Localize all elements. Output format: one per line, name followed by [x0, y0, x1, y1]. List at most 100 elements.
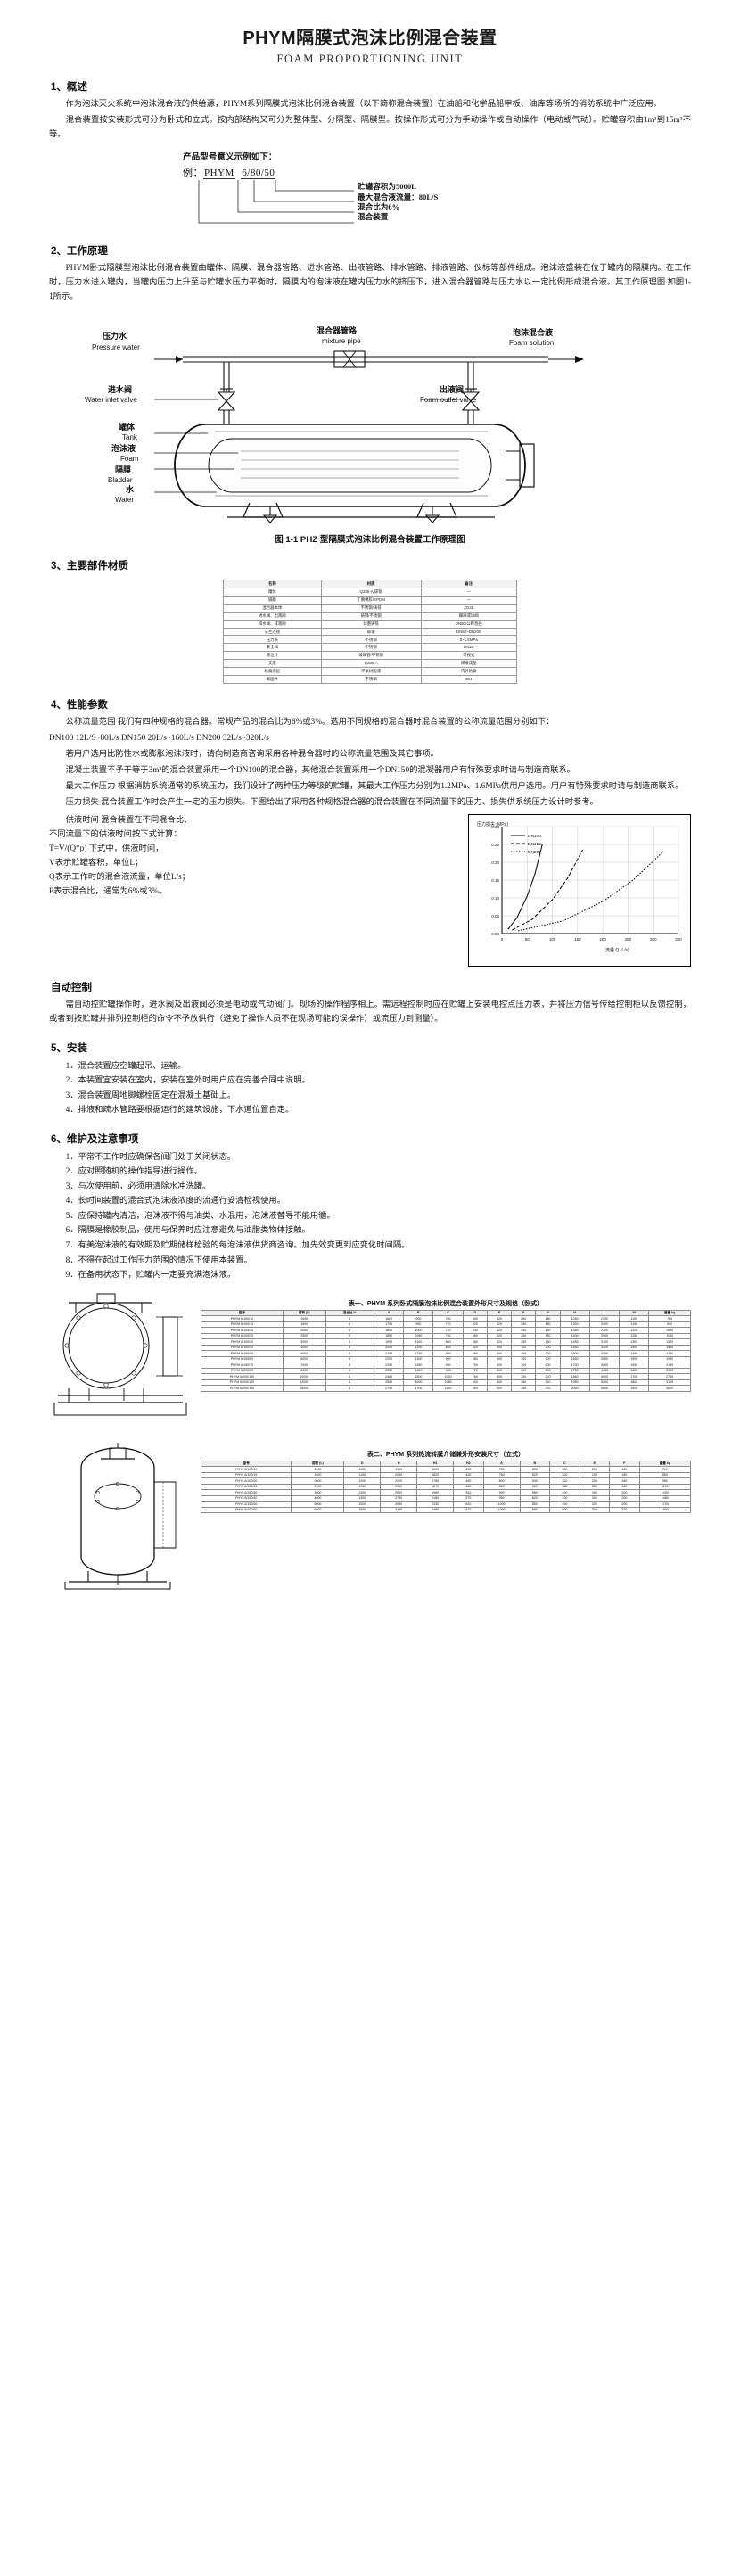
tank-end-circle [62, 1302, 150, 1389]
chart-series-line [517, 851, 664, 931]
list-item: 9．在备用状态下，贮罐内一定要充满泡沫液。 [65, 1271, 236, 1280]
dim-table-1: 型号 容积 (L) 混合比 % A B C D E F G H L W 重量 kg PHYM 6/100/… [201, 1309, 691, 1392]
horizontal-unit-block: 表一、PHYM 系列卧式隔膜泡沫比例混合装置外形尺寸及规格（卧式） 型号 容积 (… [49, 1290, 691, 1428]
x-tick-label: 200 [599, 937, 606, 942]
dim-cell: 2700 [373, 1385, 405, 1392]
label-pressure-water-cn: 压力水 [103, 331, 127, 341]
dim-cell: 1150 [432, 1385, 464, 1392]
model-code-heading: 产品型号意义示例如下： [183, 152, 277, 162]
dim-cell: 1920 [638, 1506, 692, 1514]
section-heading-performance: 4、性能参数 [51, 699, 108, 711]
chart-row: 供液时间 混合装置在不同混合比、 不同流量下的供液时间按下式计算： T=V/(Q… [49, 813, 691, 967]
materials-cell: DN80~DN200 [420, 627, 518, 637]
table-row: PHYM 6/150/70 7000 6 2250 1350 950 700 400 300 20… [201, 1362, 691, 1369]
list-item: 2．应对照随机的操作指导进行操作。 [65, 1167, 202, 1177]
dim-cell: 1050 [482, 1506, 521, 1514]
dim-cell: 2480 [416, 1506, 455, 1514]
arrow-out [575, 356, 584, 364]
materials-cell: 可视式 [420, 651, 518, 661]
overview-paragraph-1: 作为泡沫灭火系统中泡沫混合液的供给源，PHYM系列隔膜式泡沫比例混合装置（以下简… [65, 100, 662, 109]
list-item: 5．应保持罐内清洁，泡沫液不得与油类、水混用，泡沫液替导不能用循。 [65, 1211, 335, 1221]
list-item: 3．与次使用前，必须用清除水冲洗罐。 [65, 1181, 211, 1191]
supply-time-l2: 不同流量下的供液时间按下式计算： [49, 829, 182, 839]
supply-time-l4: V表示贮罐容积，单位L； [49, 858, 144, 868]
table-row: PHYM 6/150/60 6000 6 2200 1300 900 680 400 300 20… [201, 1355, 691, 1363]
vertical-unit-block: 表二、PHYM 系列热流转膜介储兼外形安装尺寸（立式） 型号 容积 (L) D H H1… [49, 1441, 692, 1597]
model-example-numbers: 6/80/50 [241, 168, 276, 180]
y-tick-label: 0.25 [491, 843, 499, 847]
foam-hatch [241, 451, 459, 479]
model-code-diagram: 产品型号意义示例如下： 例：PHYM 6/80/50 贮罐容积为5000L 最大… [49, 152, 691, 230]
x-tick-label: 250 [625, 937, 632, 942]
dim-cell: 1900 [619, 1385, 650, 1392]
list-item: 2．本装置宜安装在室内，安装在室外时用户应在完善合同中说明。 [65, 1076, 310, 1086]
dim-cell: 220 [535, 1385, 561, 1392]
dim-cell: PHYL 6/200/60 [200, 1506, 292, 1514]
arrow-in [176, 356, 183, 364]
list-item: 3．混合装置周地脚螺栓固定在混凝土基础上。 [65, 1090, 236, 1100]
title-block: PHYM隔膜式泡沫比例混合装置 FOAM PROPORTIONING UNIT [49, 23, 691, 66]
x-tick-label: 350 [675, 937, 682, 942]
materials-cell: 丁腈橡胶/EPDM [320, 596, 422, 605]
x-tick-label: 300 [650, 937, 657, 942]
vertical-unit-svg [64, 1442, 177, 1590]
label-tank-cn: 罐体 [118, 422, 136, 432]
model-label-0: 贮罐容积为5000L [358, 182, 416, 192]
table-row: PHYL 6/150/30 3000 1300 2500 1980 520 900 580 40… [200, 1489, 692, 1496]
document-page: PHYM隔膜式泡沫比例混合装置 FOAM PROPORTIONING UNIT … [49, 23, 692, 1597]
materials-cell: 环氧树脂漆 [320, 666, 422, 676]
column-header: 名称 [223, 580, 322, 589]
y-tick-label: 0.05 [491, 914, 499, 918]
model-label-3: 混合装置 [358, 211, 389, 221]
water-marks [215, 432, 488, 497]
performance-p1: 公称流量范围 我们有四种规格的混合器。常规产品的混合比为6%或3%。选用不同规格… [65, 717, 555, 727]
label-mix-pipe-en: mixture pipe [322, 337, 361, 345]
y-tick-label: 0.10 [491, 896, 499, 901]
section-heading-overview: 1、概述 [51, 82, 87, 93]
supply-time-l6: P表示混合比，通常为6%或3%。 [49, 886, 168, 896]
dim-table-1-header-row: 型号 容积 (L) 混合比 % A B C D E F G H L W 重量 kg [201, 1309, 691, 1317]
label-inlet-valve-en: Water inlet valve [85, 396, 137, 404]
outlet-valve-symbol [461, 388, 481, 411]
dim-cell: 6 [325, 1385, 374, 1392]
label-outlet-valve-en: Foam outlet valve [420, 396, 477, 404]
dim-table-1-block: 表一、PHYM 系列卧式隔膜泡沫比例混合装置外形尺寸及规格（卧式） 型号 容积 (… [201, 1299, 691, 1392]
label-pressure-water-en: Pressure water [92, 343, 140, 351]
callout-lines [154, 399, 461, 493]
x-tick-label: 0 [501, 937, 504, 942]
tank-shell [174, 424, 535, 508]
label-foam-en: Foam [120, 455, 139, 463]
bladder-shape [208, 438, 492, 493]
model-label-2: 混合比为6% [358, 202, 400, 211]
model-leader-lines: 贮罐容积为5000L 最大混合液流量：80L/S 混合比为6% 混合装置 [183, 180, 691, 230]
materials-cell: 不锈钢 [320, 635, 422, 645]
chart-xlabel: 流量 Q (L/s) [605, 947, 629, 953]
materials-table-header-row: 名称 材质 备注 [223, 580, 518, 589]
label-inlet-valve-cn: 进水阀 [108, 384, 132, 394]
table-row: 排水阀、排液阀 球墨铸铁 DN50/公称直径 [223, 619, 518, 629]
horizontal-unit-svg [53, 1293, 187, 1416]
materials-cell: Q235-A/碳钢 [320, 588, 422, 597]
principle-paragraph: PHYM卧式隔膜型泡沫比例混合装置由罐体、隔膜、混合器管路、进水管路、出液管路、… [49, 264, 691, 302]
column-header: 备注 [420, 580, 518, 589]
supply-time-l1: 供液时间 混合装置在不同混合比、 [65, 815, 193, 825]
table-row: 防腐涂层 环氧树脂漆 内外防腐 [223, 666, 518, 676]
performance-p3: 若用户选用比防性水或膨胀泡沫液时，请向制造商咨询采用各种混合器时的公称流量范围及… [65, 749, 439, 759]
table-row: PHYM 6/100/25 2500 6 1850 1050 780 560 320 250 18… [201, 1332, 691, 1340]
list-item: 1．混合装置应空罐起吊、运输。 [65, 1061, 186, 1071]
dim-table-2-caption: 表二、PHYM 系列热流转膜介储兼外形安装尺寸（立式） [366, 1451, 525, 1458]
chart-gridlines [501, 826, 679, 934]
materials-cell: 碳钢 [320, 627, 422, 637]
section-heading-materials: 3、主要部件材质 [51, 561, 128, 572]
supply-time-text: 供液时间 混合装置在不同混合比、 不同流量下的供液时间按下式计算： T=V/(Q… [49, 814, 457, 900]
table-row: 隔膜 丁腈橡胶/EPDM — [223, 596, 518, 605]
section-heading-maintenance: 6、维护及注意事项 [51, 1133, 139, 1145]
page-title: PHYM隔膜式泡沫比例混合装置 [243, 29, 497, 48]
materials-cell: 焊接成型 [420, 659, 518, 668]
legend-label: DN200 [528, 850, 541, 855]
materials-cell: 罐体 [223, 588, 322, 597]
dim-cell: 1700 [403, 1385, 434, 1392]
materials-cell: DN50/公称直径 [420, 619, 518, 629]
section-heading-installation: 5、安装 [51, 1042, 87, 1054]
materials-table-body: 罐体 Q235-A/碳钢 — 隔膜 丁腈橡胶/EPDM — 混合器本体 不锈钢/铸铁 ZG45 进… [223, 588, 518, 684]
